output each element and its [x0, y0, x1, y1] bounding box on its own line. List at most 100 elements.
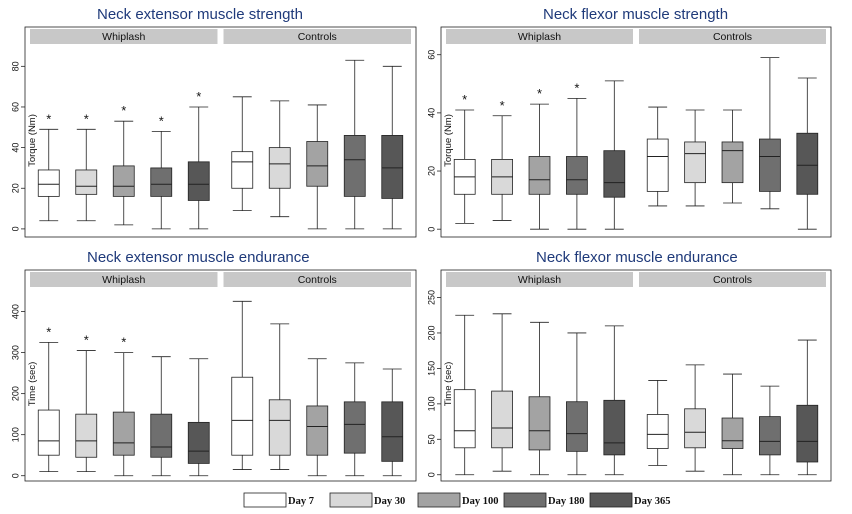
panel-frame: [24, 269, 417, 482]
significance-star: *: [159, 113, 164, 128]
box-controls-day30: [268, 323, 291, 470]
box-whiplash-day100: *: [528, 86, 551, 230]
legend-item: Day 100: [417, 492, 498, 508]
box-iqr: [603, 150, 626, 198]
box-iqr: [453, 389, 476, 449]
box-iqr: [150, 413, 173, 458]
box-iqr: [528, 156, 551, 195]
box-whiplash-day7: *: [453, 92, 476, 224]
panel-frame: [440, 269, 832, 482]
y-tick-label: 80: [10, 61, 20, 71]
y-axis-label: Torque (Nm): [443, 114, 454, 167]
panel-3: Neck extensor muscle endurance 0 100 200 300…: [10, 249, 417, 482]
box-iqr: [75, 413, 98, 458]
legend-swatch: [417, 492, 461, 508]
panel-2: Neck flexor muscle strength 0 20 40 60 Torque…: [426, 6, 832, 238]
strip-whiplash: [30, 29, 218, 44]
box-iqr: [646, 138, 669, 192]
box-whiplash-day180: *: [150, 113, 173, 230]
box-iqr: [566, 401, 588, 452]
box-whiplash-day100: *: [112, 335, 135, 477]
box-controls-day180: [343, 59, 366, 230]
box-controls-day180: [343, 362, 366, 477]
box-whiplash-day365: [603, 325, 626, 476]
significance-star: *: [537, 86, 542, 101]
box-iqr: [684, 141, 706, 184]
box-controls-day100: [306, 104, 329, 230]
box-controls-day30: [684, 109, 706, 207]
box-iqr: [343, 135, 366, 197]
box-controls-day365: [381, 368, 404, 477]
y-tick-label: 60: [10, 102, 20, 112]
box-iqr: [343, 401, 366, 454]
box-whiplash-day7: *: [37, 111, 60, 222]
box-controls-day100: [721, 109, 744, 204]
legend-item: Day 365: [589, 492, 670, 508]
strip-whiplash: [30, 272, 218, 287]
box-controls-day7: [231, 300, 254, 470]
legend-label: Day 180: [548, 496, 584, 507]
panel-4: Neck flexor muscle endurance 0 50 100 150 200…: [426, 249, 832, 482]
strip-label: Whiplash: [518, 274, 561, 286]
box-controls-day100: [721, 373, 744, 476]
box-iqr: [684, 408, 706, 449]
panel-frame: [440, 26, 832, 238]
strip-label: Whiplash: [102, 31, 145, 43]
box-iqr: [796, 404, 819, 463]
y-tick-label: 40: [10, 143, 20, 153]
box-iqr: [759, 416, 781, 456]
significance-star: *: [500, 98, 505, 113]
strip-label: Controls: [713, 31, 752, 43]
y-tick-label: 200: [10, 386, 20, 401]
y-tick-label: 50: [426, 434, 436, 444]
y-tick-label: 100: [10, 427, 20, 442]
panel-title: Neck extensor muscle strength: [97, 6, 303, 23]
strip-label: Controls: [298, 31, 337, 43]
box-controls-day365: [796, 339, 819, 476]
legend-label: Day 7: [288, 496, 314, 507]
y-tick-label: 20: [10, 183, 20, 193]
box-whiplash-day30: *: [75, 333, 98, 473]
y-tick-label: 250: [426, 290, 436, 305]
strip-label: Whiplash: [518, 31, 561, 43]
legend-item: Day 30: [329, 492, 405, 508]
box-iqr: [566, 156, 588, 195]
y-tick-label: 300: [10, 345, 20, 360]
y-tick-label: 0: [426, 472, 436, 477]
y-axis-label: Time (sec): [443, 362, 454, 407]
significance-star: *: [196, 89, 201, 104]
box-iqr: [37, 169, 60, 197]
box-iqr: [268, 147, 291, 189]
panel-title: Neck extensor muscle endurance: [87, 249, 310, 266]
box-iqr: [796, 132, 819, 195]
box-iqr: [112, 165, 135, 197]
box-whiplash-day7: [453, 314, 476, 476]
y-tick-label: 0: [10, 473, 20, 478]
y-tick-label: 100: [426, 396, 436, 411]
box-iqr: [112, 411, 135, 456]
box-iqr: [646, 414, 669, 449]
box-iqr: [306, 141, 329, 187]
box-controls-day7: [646, 380, 669, 466]
strip-controls: [223, 29, 411, 44]
box-iqr: [759, 138, 781, 192]
box-controls-day30: [268, 100, 291, 218]
strip-label: Controls: [298, 274, 337, 286]
box-iqr: [268, 399, 291, 456]
box-iqr: [381, 135, 404, 199]
legend-label: Day 365: [634, 496, 670, 507]
box-controls-day7: [646, 106, 669, 207]
box-iqr: [306, 405, 329, 456]
y-tick-label: 40: [426, 108, 436, 118]
legend-label: Day 100: [462, 496, 498, 507]
y-axis-label: Torque (Nm): [27, 114, 38, 167]
box-whiplash-day7: *: [37, 324, 60, 473]
box-whiplash-day30: *: [491, 98, 513, 221]
legend-swatch: [589, 492, 633, 508]
y-tick-label: 20: [426, 166, 436, 176]
y-tick-label: 0: [10, 226, 20, 231]
significance-star: *: [574, 80, 579, 95]
box-whiplash-day180: *: [566, 80, 588, 230]
strip-controls: [639, 29, 826, 44]
